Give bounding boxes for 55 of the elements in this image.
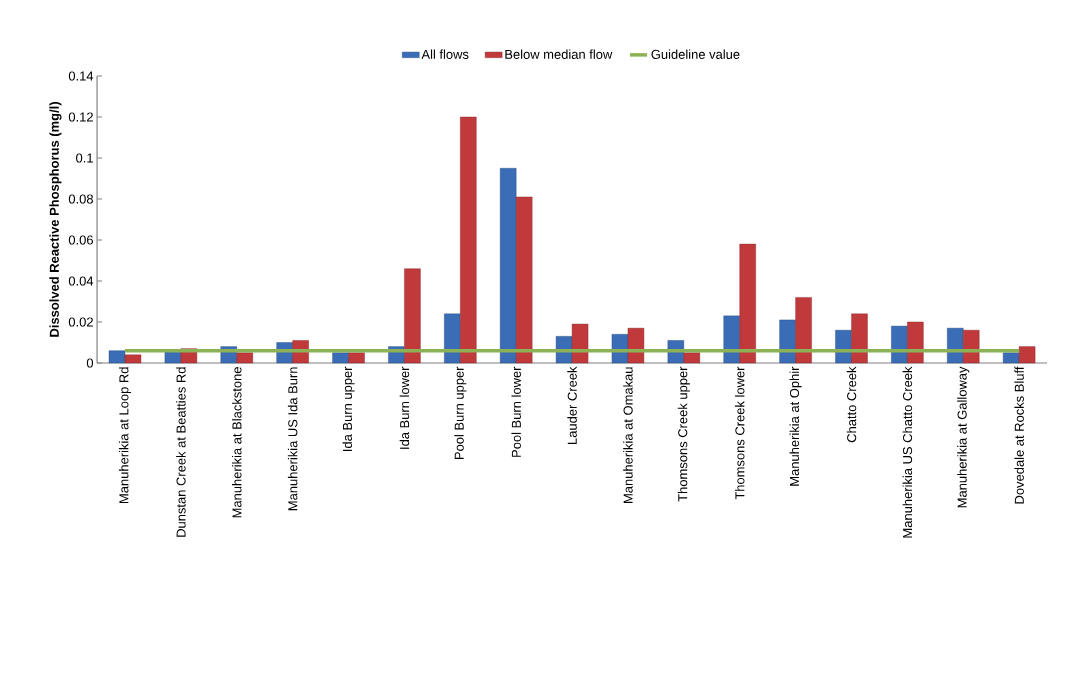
bar	[444, 313, 461, 364]
x-tick-label: Ida Burn lower	[399, 366, 410, 449]
bar	[515, 196, 533, 364]
bar	[795, 297, 812, 364]
bar	[835, 329, 852, 364]
y-tick-label: 0.02	[68, 317, 93, 327]
bar	[124, 354, 142, 364]
bar	[891, 325, 908, 364]
bar	[963, 329, 980, 364]
bar	[164, 350, 182, 364]
y-tick-label: 0.08	[68, 194, 93, 204]
x-tick-label: Manuherikia at Blackstone	[232, 367, 242, 518]
x-tick-label: Ida Burn upper	[342, 366, 355, 451]
x-tick-label: Manuherikia at Omakau	[623, 367, 633, 503]
legend-label: Below median flow	[505, 49, 613, 59]
x-tick-label: Dovedale at Rocks Bluff	[1014, 366, 1024, 504]
x-tick-label: Manuherikia at Loop Rd	[118, 367, 132, 503]
x-tick-label: Manuherikia at Ophir	[789, 366, 802, 486]
bar	[460, 116, 477, 364]
y-tick-label: 0.06	[68, 235, 93, 245]
x-tick-label: Manuherikia US Chatto Creek	[902, 366, 913, 538]
bar	[947, 327, 964, 364]
y-tick-label: 0.14	[68, 71, 94, 81]
bar	[739, 243, 756, 364]
x-tick-label: Chatto Creek	[846, 366, 857, 443]
bar	[332, 352, 349, 364]
bar	[1018, 346, 1036, 364]
y-tick-label: 0.12	[68, 112, 93, 122]
x-tick-label: Lauder Creek	[567, 366, 577, 444]
bar	[404, 268, 421, 364]
bar	[499, 168, 517, 364]
bar	[108, 350, 126, 364]
x-tick-label: Pool Burn upper	[454, 366, 467, 460]
bar	[236, 352, 253, 364]
bar	[348, 352, 365, 364]
bar	[851, 313, 868, 364]
y-tick-label: 0.1	[76, 153, 93, 163]
x-tick-label: Thomsons Creek lower	[734, 366, 745, 500]
x-tick-label: Pool Burn lower	[511, 366, 521, 457]
x-tick-label: Manuherikia at Galloway	[957, 366, 970, 508]
bar	[571, 323, 589, 364]
y-tick-label: 0.04	[68, 276, 94, 286]
y-tick-label: 0	[86, 358, 94, 368]
legend-label: All flows	[421, 49, 469, 59]
bar	[1002, 352, 1020, 364]
bar	[627, 327, 645, 364]
bar	[723, 315, 740, 364]
y-axis-title: Dissolved Reactive Phosphorus (mg/l)	[49, 102, 62, 337]
legend-label: Guideline value	[651, 49, 740, 59]
x-tick-label: Dunstan Creek at Beatties Rd	[176, 367, 186, 537]
bar	[779, 319, 796, 364]
x-tick-label: Manuherikia US Ida Burn	[287, 367, 298, 511]
bar	[907, 321, 924, 364]
bar	[683, 352, 701, 364]
x-tick-label: Thomsons Creek upper	[677, 366, 690, 502]
